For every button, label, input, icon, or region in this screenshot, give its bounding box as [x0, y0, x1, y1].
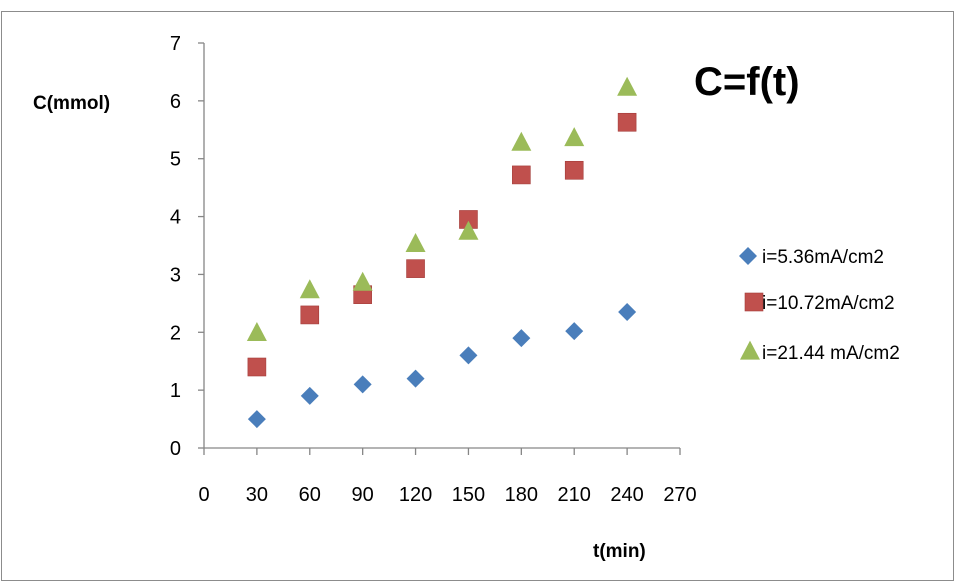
diamond-point	[247, 410, 266, 429]
y-tick-label: 1	[170, 380, 181, 402]
square-point	[247, 357, 267, 377]
triangle-point	[246, 322, 267, 342]
chart-area	[1, 11, 954, 581]
diamond-point	[406, 369, 425, 388]
legend-item: i=10.72mA/cm2	[744, 292, 895, 314]
y-tick-label: 0	[170, 438, 181, 460]
diamond-point	[459, 346, 478, 365]
square-point	[617, 112, 637, 132]
triangle-point	[617, 76, 638, 96]
x-tick-label: 240	[610, 484, 643, 506]
data-points	[246, 76, 638, 429]
legend-label: i=5.36mA/cm2	[762, 247, 884, 268]
square-point	[564, 160, 584, 180]
x-tick-label: 120	[399, 484, 432, 506]
legend-item: i=21.44 mA/cm2	[740, 340, 900, 364]
legend-item: i=5.36mA/cm2	[739, 247, 884, 268]
legend-square-icon	[744, 292, 764, 312]
diamond-point	[618, 303, 637, 322]
triangle-point	[458, 220, 479, 240]
diamond-point	[512, 329, 531, 348]
y-tick-label: 5	[170, 149, 181, 171]
triangle-point	[352, 271, 373, 291]
triangle-point	[511, 131, 532, 151]
chart-title: C=f(t)	[694, 60, 800, 104]
triangle-point	[299, 279, 320, 299]
x-tick-label: 270	[663, 484, 696, 506]
x-axis-title: t(min)	[593, 541, 646, 562]
legend-triangle-icon	[740, 340, 760, 360]
legend-diamond-icon	[739, 247, 757, 265]
triangle-point	[405, 232, 426, 252]
y-tick-label: 4	[170, 207, 181, 229]
legend-label: i=10.72mA/cm2	[762, 293, 895, 314]
triangle-point	[564, 127, 585, 147]
x-tick-label: 180	[505, 484, 538, 506]
x-tick-label: 0	[198, 484, 209, 506]
x-tick-label: 90	[352, 484, 374, 506]
diamond-point	[300, 386, 319, 405]
chart-axes	[203, 43, 680, 449]
square-point	[406, 259, 425, 278]
series-1	[247, 303, 637, 429]
y-axis-ticks: 0 1 2 3 4 5 6 7	[170, 33, 204, 460]
x-tick-label: 150	[452, 484, 485, 506]
diamond-point	[565, 322, 584, 341]
legend-label: i=21.44 mA/cm2	[762, 343, 900, 364]
y-tick-label: 3	[170, 264, 181, 286]
legend: i=5.36mA/cm2 i=10.72mA/cm2 i=21.44 mA/cm2	[739, 247, 900, 364]
series-3	[246, 76, 638, 342]
y-tick-label: 6	[170, 91, 181, 113]
x-tick-label: 60	[299, 484, 321, 506]
square-point	[512, 165, 531, 185]
square-point	[300, 305, 320, 325]
x-tick-label: 210	[558, 484, 591, 506]
y-tick-label: 7	[170, 33, 181, 55]
series-2	[247, 112, 637, 377]
y-tick-label: 2	[170, 322, 181, 344]
x-tick-label: 30	[246, 484, 268, 506]
x-axis-ticks: 0 30 60 90 120 150 180 210 240 270	[198, 448, 697, 506]
diamond-point	[353, 375, 372, 394]
y-axis-title: C(mmol)	[33, 93, 110, 114]
